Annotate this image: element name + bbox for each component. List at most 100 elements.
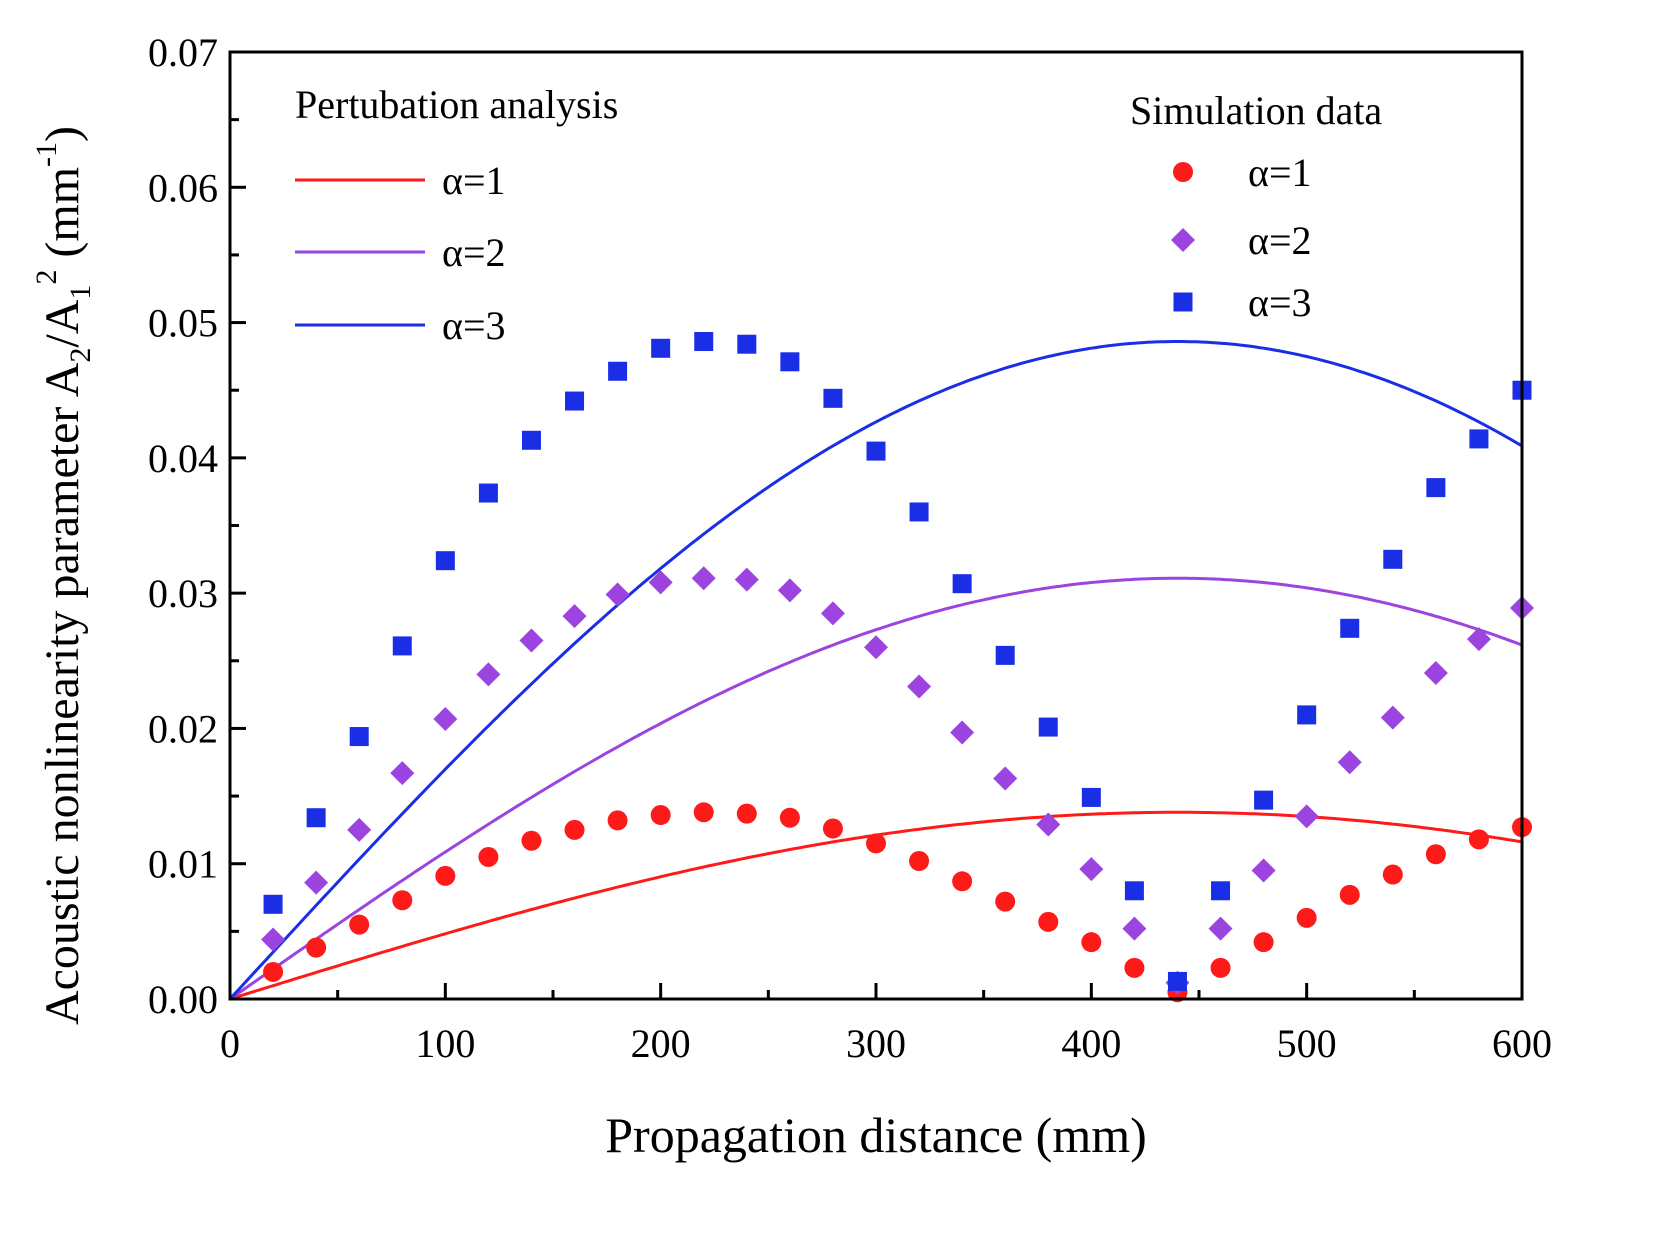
sim-point-diamond [304,870,329,895]
sim-point-diamond [777,578,802,603]
sim-point-square [392,636,412,656]
sim-point-diamond [605,582,630,607]
x-tick-label: 300 [846,1021,906,1066]
legend-left-label: α=3 [442,303,506,348]
analysis-line [228,340,1523,1001]
sim-point-diamond [1251,858,1276,883]
y-axis-ticks: 0.00 0.01 0.02 0.03 0.04 0.05 0.06 0.07 [148,30,246,1022]
sim-point-diamond [1294,804,1319,829]
y-tick-label: 0.00 [148,977,218,1022]
sim-point-square [435,551,455,571]
legend-right-label: α=3 [1248,280,1312,325]
x-tick-label: 100 [415,1021,475,1066]
sim-point-circle [478,846,499,867]
sim-point-diamond [519,628,544,653]
legend-left-entries: α=1 α=2 α=3 [295,158,506,348]
sim-point-circle [952,871,973,892]
sim-point-square [1167,971,1187,991]
sim-point-diamond [1380,705,1405,730]
sim-point-diamond [261,927,286,952]
sim-point-square [694,332,714,352]
y-tick-label: 0.07 [148,30,218,75]
sim-point-diamond [907,674,932,699]
y-label-sub1: 2 [64,348,97,363]
sim-point-square [478,483,498,503]
x-tick-label: 200 [631,1021,691,1066]
y-tick-label: 0.01 [148,842,218,887]
y-label-main: Acoustic nonlinearity parameter A [36,362,89,1025]
sim-point-square [1038,717,1058,737]
sim-point-circle [564,819,585,840]
sim-point-square [1254,790,1274,810]
sim-point-circle [736,803,757,824]
sim-point-square [823,388,843,408]
y-tick-label: 0.05 [148,301,218,346]
sim-point-circle [1081,932,1102,953]
sim-point-square [651,338,671,358]
y-label-mid: /A [36,299,89,347]
sim-point-circle [995,891,1016,912]
legend-simulation: Simulation data α=1 α=2 α=3 [1130,88,1382,325]
legend-left-title: Pertubation analysis [295,82,618,127]
sim-point-square [349,727,369,747]
sim-point-square [1469,429,1489,449]
sim-point-diamond [993,766,1018,791]
sim-point-square [1340,618,1360,638]
sim-point-circle [779,807,800,828]
sim-point-diamond [562,604,587,629]
sim-point-square [263,894,283,914]
y-label-sub2: 1 [64,285,97,300]
sim-point-diamond [1208,916,1233,941]
sim-point-circle [349,914,370,935]
y-label-unit-sup: -1 [30,142,63,167]
sim-point-circle [1210,957,1231,978]
sim-point-diamond [347,817,372,842]
sim-point-diamond [648,570,673,595]
y-label-sup: 2 [30,270,63,285]
sim-point-circle [521,830,542,851]
sim-point-diamond [433,706,458,731]
x-tick-label: 600 [1492,1021,1552,1066]
legend-right-label: α=2 [1248,218,1312,263]
sim-point-circle [650,805,671,826]
sim-point-circle [693,802,714,823]
legend-left-label: α=1 [442,158,506,203]
sim-point-square [866,441,886,461]
sim-point-circle [1253,932,1274,953]
sim-point-diamond [734,567,759,592]
sim-point-circle [1296,907,1317,928]
sim-point-square [952,574,972,594]
sim-point-circle [866,833,886,854]
sim-point-square [1124,881,1144,901]
sim-point-circle [435,865,456,886]
sim-point-diamond [691,566,716,591]
sim-point-square [737,334,757,354]
sim-point-square [1297,705,1317,725]
x-tick-label: 0 [220,1021,240,1066]
sim-point-square [909,502,929,522]
sim-point-circle [306,937,327,958]
sim-point-diamond [390,761,415,786]
sim-point-circle [1382,864,1403,885]
y-tick-label: 0.04 [148,436,218,481]
sim-point-square [995,645,1015,665]
sim-point-circle [822,818,843,839]
sim-point-diamond [1423,660,1448,685]
sim-point-square [1211,881,1231,901]
sim-point-square [1081,787,1101,807]
sim-point-diamond [820,601,845,626]
x-axis-label: Propagation distance (mm) [605,1107,1147,1163]
analysis-line [229,576,1523,1001]
legend-left-label: α=2 [442,230,506,275]
sim-point-diamond [1466,627,1491,652]
sim-point-diamond [864,635,888,660]
sim-point-circle [392,890,413,911]
sim-point-square [306,808,326,828]
sim-point-circle [263,961,284,982]
x-axis-ticks: 0 100 200 300 400 500 600 [220,983,1552,1066]
x-tick-label: 400 [1061,1021,1121,1066]
plot-frame [228,50,1524,1001]
sim-point-circle [909,851,930,872]
legend-marker-sample [1173,292,1193,312]
